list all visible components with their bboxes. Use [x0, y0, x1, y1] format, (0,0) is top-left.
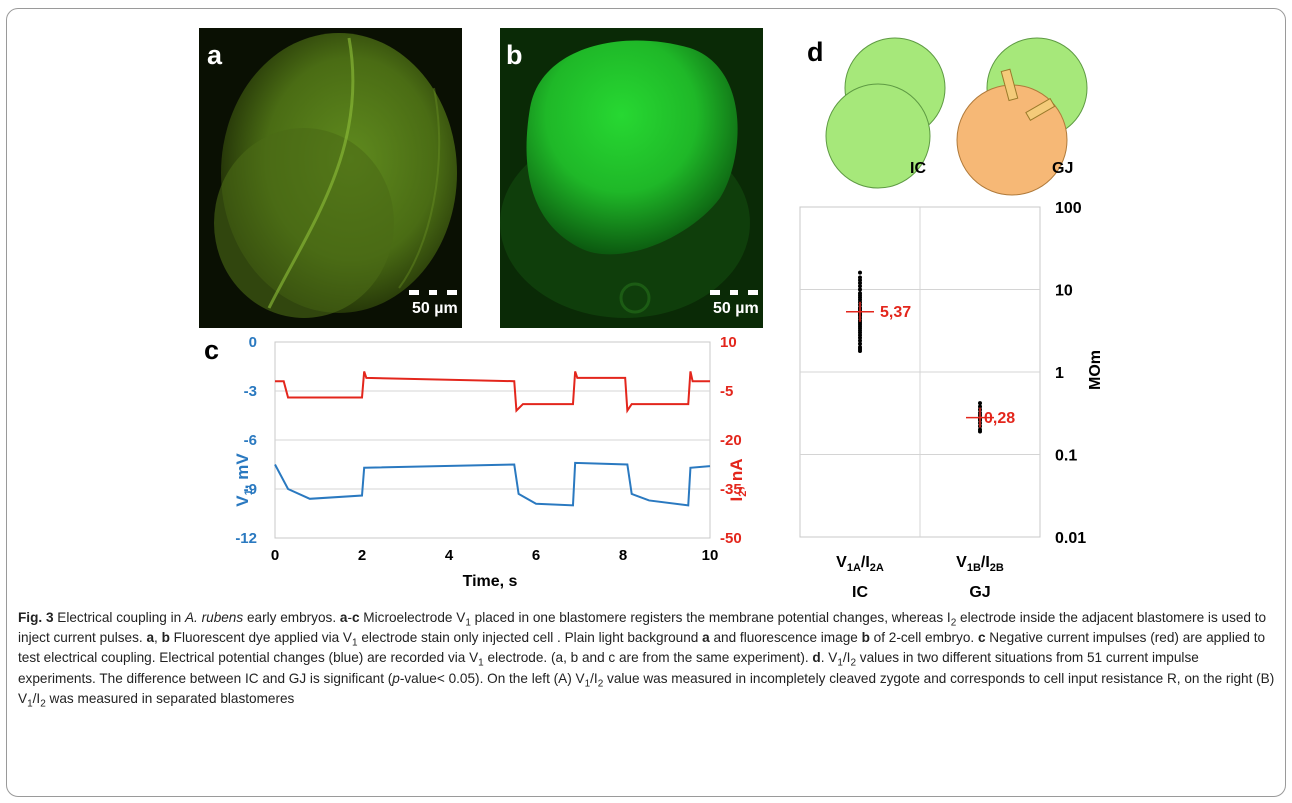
figure-frame — [6, 8, 1286, 797]
c-x-tick-label: 10 — [702, 547, 719, 564]
electrode-2 — [1025, 97, 1056, 122]
caption-fig-number: Fig. 3 — [18, 610, 54, 625]
d-cat2-label: V1B/I2B — [956, 554, 1004, 574]
micrograph-b: b 50 µm — [500, 28, 763, 328]
d-data-point — [858, 338, 862, 343]
c-x-tick-label: 4 — [445, 547, 454, 564]
d-data-point — [858, 280, 862, 285]
c-x-tick-label: 8 — [619, 547, 627, 564]
d-data-point — [978, 401, 982, 406]
d-data-point — [858, 287, 862, 292]
d-data-point — [978, 429, 982, 434]
c-x-axis-label: Time, s — [463, 573, 518, 590]
chart-c: 0-3-6-9-12 10-5-20-35-50 0 2 4 6 8 10 V1, mV … — [233, 334, 749, 590]
d-y-tick-label: 1 — [1055, 365, 1064, 382]
micrograph-b-image — [500, 28, 763, 328]
chart-d: 100 10 1 0.1 0.01 MOm 5,37 0,28 V1A/I2A V1B/… — [799, 200, 1104, 601]
c-series-v1 — [274, 461, 711, 507]
panel-d-label: d — [807, 37, 824, 67]
c-left-tick-label: -6 — [244, 432, 257, 449]
d-data-point — [858, 348, 862, 353]
d-data-point — [978, 404, 982, 409]
gj-label: GJ — [1052, 160, 1073, 177]
c-left-tick-label: 0 — [249, 334, 257, 351]
panel-a-label: a — [207, 40, 223, 70]
micrograph-a: a 50 µm — [199, 28, 462, 328]
d-y-tick-label: 0.1 — [1055, 448, 1077, 465]
d-group1-label: IC — [852, 584, 868, 601]
c-left-tick-label: -3 — [244, 383, 257, 400]
d-y-axis-label: MOm — [1087, 350, 1104, 390]
c-right-tick-label: 10 — [720, 334, 737, 351]
figure-caption: Fig. 3 Electrical coupling in A. rubens … — [18, 610, 1275, 710]
d-data-point — [858, 270, 862, 275]
d-cat1-label: V1A/I2A — [836, 554, 884, 574]
c-left-tick-label: -12 — [235, 530, 257, 547]
d-group2-label: GJ — [969, 584, 990, 601]
c-left-tick-label: -9 — [244, 481, 257, 498]
d-data-point — [858, 341, 862, 346]
c-right-tick-label: -5 — [720, 383, 733, 400]
d-data-point — [858, 284, 862, 289]
d-median1-label: 5,37 — [880, 304, 911, 321]
c-right-axis-label: I2, nA — [727, 459, 749, 502]
caption-title-2: early embryos. — [243, 610, 340, 625]
scale-bar-b — [710, 290, 758, 295]
d-y-tick-label: 100 — [1055, 200, 1082, 217]
d-median2-label: 0,28 — [984, 410, 1015, 427]
cell-diagram: IC GJ — [825, 37, 1088, 196]
c-left-axis-label: V1, mV — [233, 453, 255, 507]
d-data-point — [858, 335, 862, 340]
ic-label: IC — [910, 160, 926, 177]
c-right-tick-label: -20 — [720, 432, 742, 449]
panel-c-label: c — [204, 335, 220, 365]
c-series-i2 — [275, 371, 710, 414]
scale-text-b: 50 µm — [713, 300, 759, 317]
electrode-1 — [1000, 68, 1019, 102]
panel-b-label: b — [506, 40, 523, 70]
d-y-tick-label: 0.01 — [1055, 530, 1086, 547]
caption-species: A. rubens — [184, 610, 244, 625]
caption-title: Electrical coupling in — [53, 610, 185, 625]
micrograph-a-image — [199, 28, 462, 328]
scale-text-a: 50 µm — [412, 300, 458, 317]
c-x-tick-label: 2 — [358, 547, 366, 564]
c-x-tick-label: 0 — [271, 547, 279, 564]
c-x-tick-label: 6 — [532, 547, 540, 564]
scale-bar-a — [409, 290, 457, 295]
c-right-tick-label: -35 — [720, 481, 742, 498]
ic-cell-front — [825, 83, 931, 189]
d-data-point — [858, 278, 862, 283]
d-y-tick-label: 10 — [1055, 283, 1073, 300]
c-right-tick-label: -50 — [720, 530, 742, 547]
